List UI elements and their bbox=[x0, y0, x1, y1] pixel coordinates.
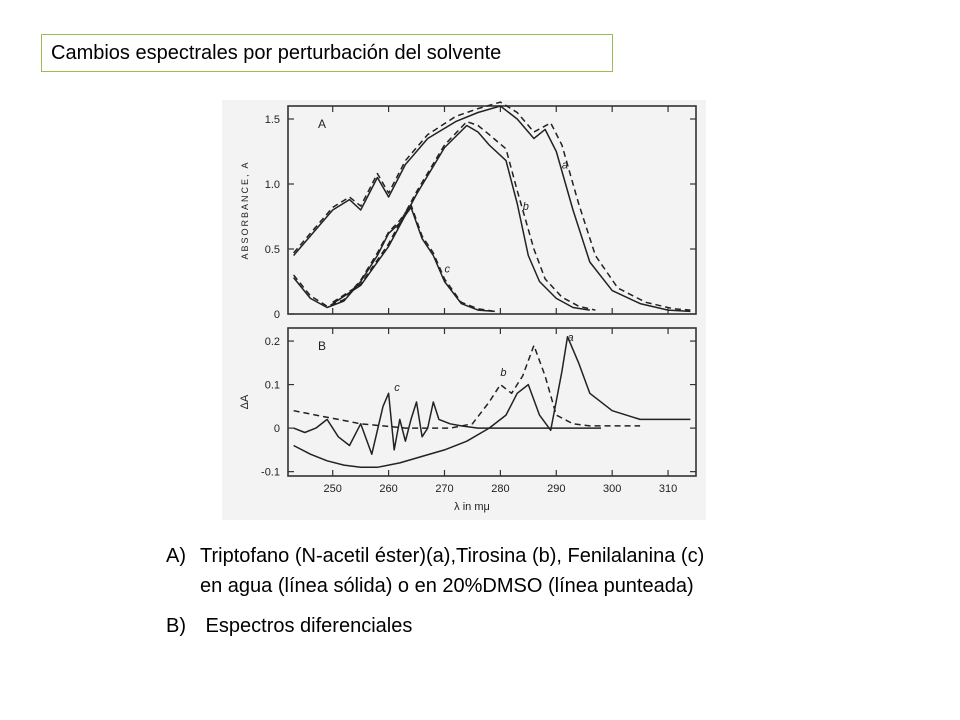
x-axis-label: λ in mμ bbox=[454, 501, 490, 513]
slide-title: Cambios espectrales por perturbación del… bbox=[41, 34, 613, 72]
y-tick-label: 1.0 bbox=[265, 179, 280, 191]
x-tick-label: 280 bbox=[491, 483, 509, 495]
x-tick-label: 250 bbox=[324, 483, 342, 495]
y-tick-label: 1.5 bbox=[265, 114, 280, 126]
series-c-dashed-line bbox=[293, 204, 495, 313]
series-a-label: a bbox=[562, 159, 568, 171]
y-tick-label: 0 bbox=[274, 423, 280, 435]
panel-b-frame bbox=[287, 327, 697, 477]
y-axis-label: ABSORBANCE, A bbox=[240, 160, 250, 259]
series-b-dashed-line bbox=[332, 120, 596, 311]
caption-a-line1: Triptofano (N-acetil éster)(a),Tirosina … bbox=[200, 545, 705, 567]
series-c-label: c bbox=[444, 263, 450, 275]
y-axis-label: ΔA bbox=[239, 394, 251, 409]
figure-background bbox=[222, 100, 706, 520]
series-b-label: b bbox=[500, 367, 506, 379]
caption-b-text: Espectros diferenciales bbox=[200, 615, 413, 637]
series-c-solid-line bbox=[293, 392, 601, 455]
spectra-figure: 0 0.5 1.0 1.5 A ABSORBANCE, A a b c -0.1 0 0.1 0.2 25… bbox=[222, 100, 706, 520]
caption-b: B) Espectros diferenciales bbox=[166, 614, 412, 638]
panel-b-letter: B bbox=[318, 339, 326, 353]
series-a-solid-line bbox=[293, 335, 691, 469]
x-tick-label: 300 bbox=[603, 483, 621, 495]
y-tick-label: 0.5 bbox=[265, 244, 280, 256]
x-tick-label: 310 bbox=[659, 483, 677, 495]
y-tick-label: 0.1 bbox=[265, 380, 280, 392]
series-a-dashed-line bbox=[293, 101, 691, 311]
y-tick-label: 0.2 bbox=[265, 336, 280, 348]
caption-b-marker: B) bbox=[166, 615, 186, 637]
x-tick-label: 270 bbox=[435, 483, 453, 495]
panel-a-frame bbox=[287, 105, 697, 315]
caption-a: A) Triptofano (N-acetil éster)(a),Tirosin… bbox=[166, 544, 704, 568]
series-b-label: b bbox=[523, 201, 529, 213]
series-a-solid-line bbox=[293, 105, 691, 313]
series-c-solid-line bbox=[293, 206, 495, 313]
x-tick-label: 260 bbox=[379, 483, 397, 495]
x-tick-label: 290 bbox=[547, 483, 565, 495]
caption-a-line2: en agua (línea sólida) o en 20%DMSO (lín… bbox=[200, 575, 694, 597]
caption-a-marker: A) bbox=[166, 545, 186, 567]
panel-a-letter: A bbox=[318, 117, 326, 131]
y-tick-label: -0.1 bbox=[261, 467, 280, 479]
series-b-solid-line bbox=[332, 124, 590, 311]
series-a-label: a bbox=[567, 332, 573, 344]
spectra-chart: 0 0.5 1.0 1.5 A ABSORBANCE, A a b c -0.1 0 0.1 0.2 25… bbox=[222, 100, 706, 520]
y-tick-label: 0 bbox=[274, 309, 280, 321]
series-c-label: c bbox=[394, 382, 400, 394]
series-b-dashed-line bbox=[293, 344, 641, 429]
